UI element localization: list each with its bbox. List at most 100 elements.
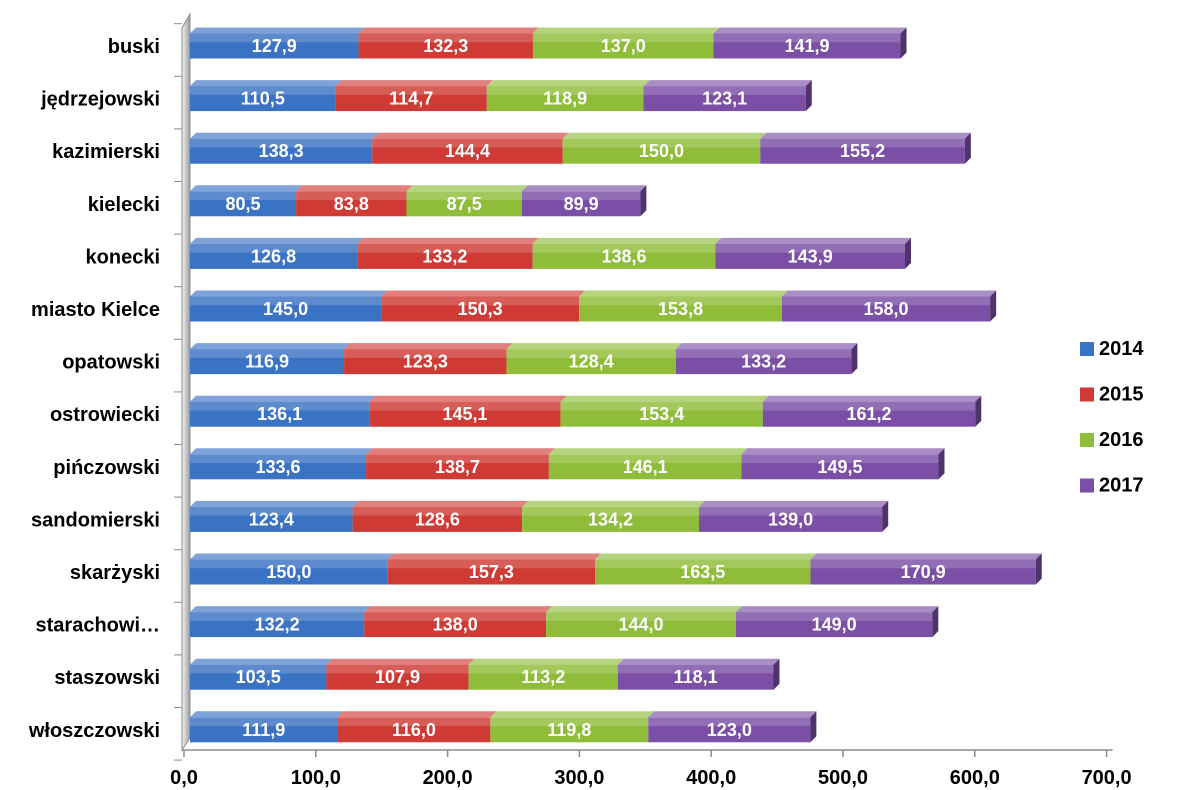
bar-top-face bbox=[372, 132, 569, 139]
data-label: 83,8 bbox=[334, 194, 369, 214]
data-label: 123,1 bbox=[702, 89, 747, 109]
bar-top-face bbox=[190, 185, 303, 192]
data-label: 155,2 bbox=[840, 141, 885, 161]
bar-top-face bbox=[296, 185, 413, 192]
bar-segment-2017 bbox=[675, 349, 852, 375]
x-tick-label: 100,0 bbox=[291, 767, 341, 789]
bar-segment-2015 bbox=[337, 717, 491, 743]
bar-highlight bbox=[190, 349, 345, 358]
category-labels: buski jędrzejowski kazimierski kielecki kone… bbox=[28, 36, 160, 742]
bar-segment-2016 bbox=[506, 349, 676, 375]
bar-top-face bbox=[532, 27, 720, 34]
bar-segment-2017 bbox=[781, 296, 991, 322]
bar-segment-2015 bbox=[387, 559, 596, 585]
bar-top-face bbox=[546, 606, 742, 613]
bar-top-face bbox=[617, 658, 780, 665]
bar-highlight bbox=[562, 138, 761, 148]
data-label: 137,0 bbox=[601, 36, 646, 56]
legend-swatch bbox=[1080, 478, 1094, 493]
data-label: 107,9 bbox=[375, 667, 420, 687]
bar-segment-2016 bbox=[595, 559, 811, 585]
data-labels: 127,9 132,3 137,0 141,9 110,5 114,7 118,9 123,1… bbox=[226, 36, 946, 740]
bar-segment-2017 bbox=[762, 401, 976, 427]
data-label: 116,0 bbox=[392, 720, 436, 740]
bar-top-face bbox=[522, 500, 706, 507]
bar-segment-2016 bbox=[548, 454, 742, 480]
axes bbox=[174, 12, 1113, 761]
bar-top-face bbox=[735, 606, 939, 613]
data-label: 139,0 bbox=[768, 509, 813, 529]
bar-highlight bbox=[643, 86, 806, 95]
bar-top-face bbox=[760, 132, 971, 139]
bar-segment-2016 bbox=[532, 33, 714, 59]
bar-segment-2014 bbox=[190, 138, 373, 164]
bar-top-face bbox=[190, 448, 373, 455]
category-label: kazimierski bbox=[52, 141, 160, 163]
bar-side-face bbox=[975, 395, 982, 427]
bar-segment-2014 bbox=[190, 401, 370, 427]
bar-segment-2017 bbox=[715, 243, 906, 269]
bar-highlight bbox=[366, 454, 549, 464]
bar-top-face bbox=[364, 606, 553, 613]
data-label: 111,9 bbox=[242, 720, 285, 740]
bar-highlight bbox=[506, 349, 676, 358]
data-label: 149,5 bbox=[817, 457, 862, 477]
data-label: 136,1 bbox=[257, 404, 302, 424]
category-label: sandomierski bbox=[31, 509, 160, 531]
bar-top-face bbox=[358, 27, 539, 34]
data-label: 143,9 bbox=[788, 246, 833, 266]
bar-segment-2015 bbox=[364, 612, 547, 638]
bar-side-face bbox=[990, 290, 997, 322]
bar-highlight bbox=[406, 191, 522, 201]
bar-highlight bbox=[190, 138, 373, 148]
bar-highlight bbox=[337, 717, 491, 727]
bar-segment-2017 bbox=[521, 191, 641, 217]
bar-segment-2015 bbox=[366, 454, 549, 480]
axis-wall bbox=[181, 12, 191, 752]
bar-top-face bbox=[190, 395, 376, 402]
data-label: 80,5 bbox=[226, 194, 261, 214]
bar-segment-2015 bbox=[352, 506, 523, 532]
bar-highlight bbox=[190, 296, 382, 306]
bar-top-face bbox=[490, 711, 655, 718]
bar-segment-2015 bbox=[358, 33, 533, 59]
bar-segment-2014 bbox=[190, 296, 382, 322]
bar-top-face bbox=[715, 237, 912, 244]
bar-segment-2014 bbox=[190, 86, 336, 112]
bar-highlight bbox=[190, 454, 367, 464]
data-label: 126,8 bbox=[251, 246, 296, 266]
data-label: 118,1 bbox=[674, 667, 718, 687]
data-label: 114,7 bbox=[389, 89, 433, 109]
category-label: włoszczowski bbox=[28, 720, 160, 742]
bar-highlight bbox=[490, 717, 649, 727]
bar-side-face bbox=[640, 185, 647, 217]
bar-segment-2017 bbox=[810, 559, 1036, 585]
data-label: 133,2 bbox=[741, 352, 786, 372]
category-label: buski bbox=[108, 36, 160, 58]
bar-highlight bbox=[190, 243, 358, 253]
bar-segment-2016 bbox=[468, 664, 618, 690]
bar-highlight bbox=[326, 664, 469, 674]
bar-top-face bbox=[190, 343, 351, 350]
bar-top-face bbox=[357, 237, 539, 244]
bar-highlight bbox=[372, 138, 563, 148]
bar-segment-2016 bbox=[490, 717, 649, 743]
legend-swatch bbox=[1080, 387, 1094, 402]
bar-segment-2017 bbox=[648, 717, 811, 743]
category-label: kielecki bbox=[88, 194, 160, 216]
bar-highlight bbox=[352, 506, 523, 516]
bar-highlight bbox=[699, 506, 883, 516]
bar-segment-2015 bbox=[344, 349, 507, 375]
data-label: 119,8 bbox=[547, 720, 591, 740]
x-tick-label: 600,0 bbox=[950, 767, 1000, 789]
data-label: 134,2 bbox=[588, 509, 633, 529]
bar-segment-2017 bbox=[741, 454, 939, 480]
bar-top-face bbox=[190, 606, 371, 613]
bar-top-face bbox=[190, 27, 365, 34]
x-tick-label: 500,0 bbox=[818, 767, 868, 789]
bar-top-face bbox=[521, 185, 647, 192]
data-label: 161,2 bbox=[847, 404, 892, 424]
bar-top-face bbox=[190, 132, 379, 139]
bar-segment-2015 bbox=[369, 401, 561, 427]
